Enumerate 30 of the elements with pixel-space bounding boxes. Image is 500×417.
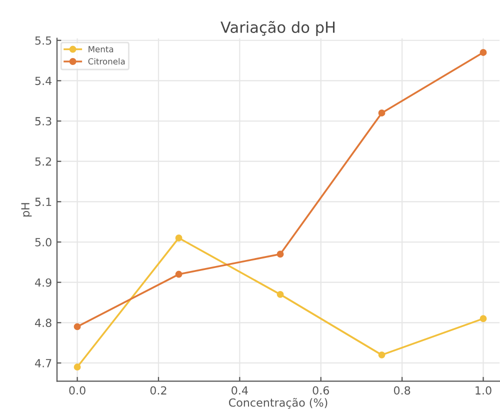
point (378, 109, 386, 116)
x-tick-label: 0.0 (69, 386, 86, 395)
x-tick-label: 0.4 (232, 386, 248, 395)
point (276, 250, 284, 258)
y-tick-label: 5.3 (35, 117, 52, 126)
y-tick-label: 4.7 (35, 359, 52, 368)
point (480, 315, 487, 322)
legend-label: Menta (88, 46, 114, 52)
y-tick-label: 5.4 (35, 76, 52, 86)
y-tick-label: 5.5 (35, 36, 52, 45)
x-tick-label: 1.0 (476, 386, 492, 395)
x-axis-title: Concentração (%) (228, 398, 328, 409)
y-tick-label: 5.0 (35, 238, 52, 246)
point (175, 234, 182, 242)
x-tick-label: 0.6 (312, 386, 330, 395)
point (378, 351, 386, 358)
point (480, 49, 487, 56)
point (74, 364, 81, 370)
y-tick-label: 4.8 (35, 318, 52, 328)
y-tick-label: 4.9 (35, 278, 52, 287)
point (175, 270, 182, 278)
point (276, 290, 284, 298)
y-axis-title: pH (21, 203, 32, 216)
point (74, 323, 81, 330)
y-tick-label: 5.2 (35, 157, 52, 166)
x-tick-label: 0.8 (394, 386, 410, 395)
y-tick-label: 5.1 (35, 198, 52, 206)
legend-label: Citronela (88, 58, 125, 65)
chart-title: Variação do pH (220, 20, 335, 36)
x-tick-label: 0.2 (150, 386, 166, 395)
